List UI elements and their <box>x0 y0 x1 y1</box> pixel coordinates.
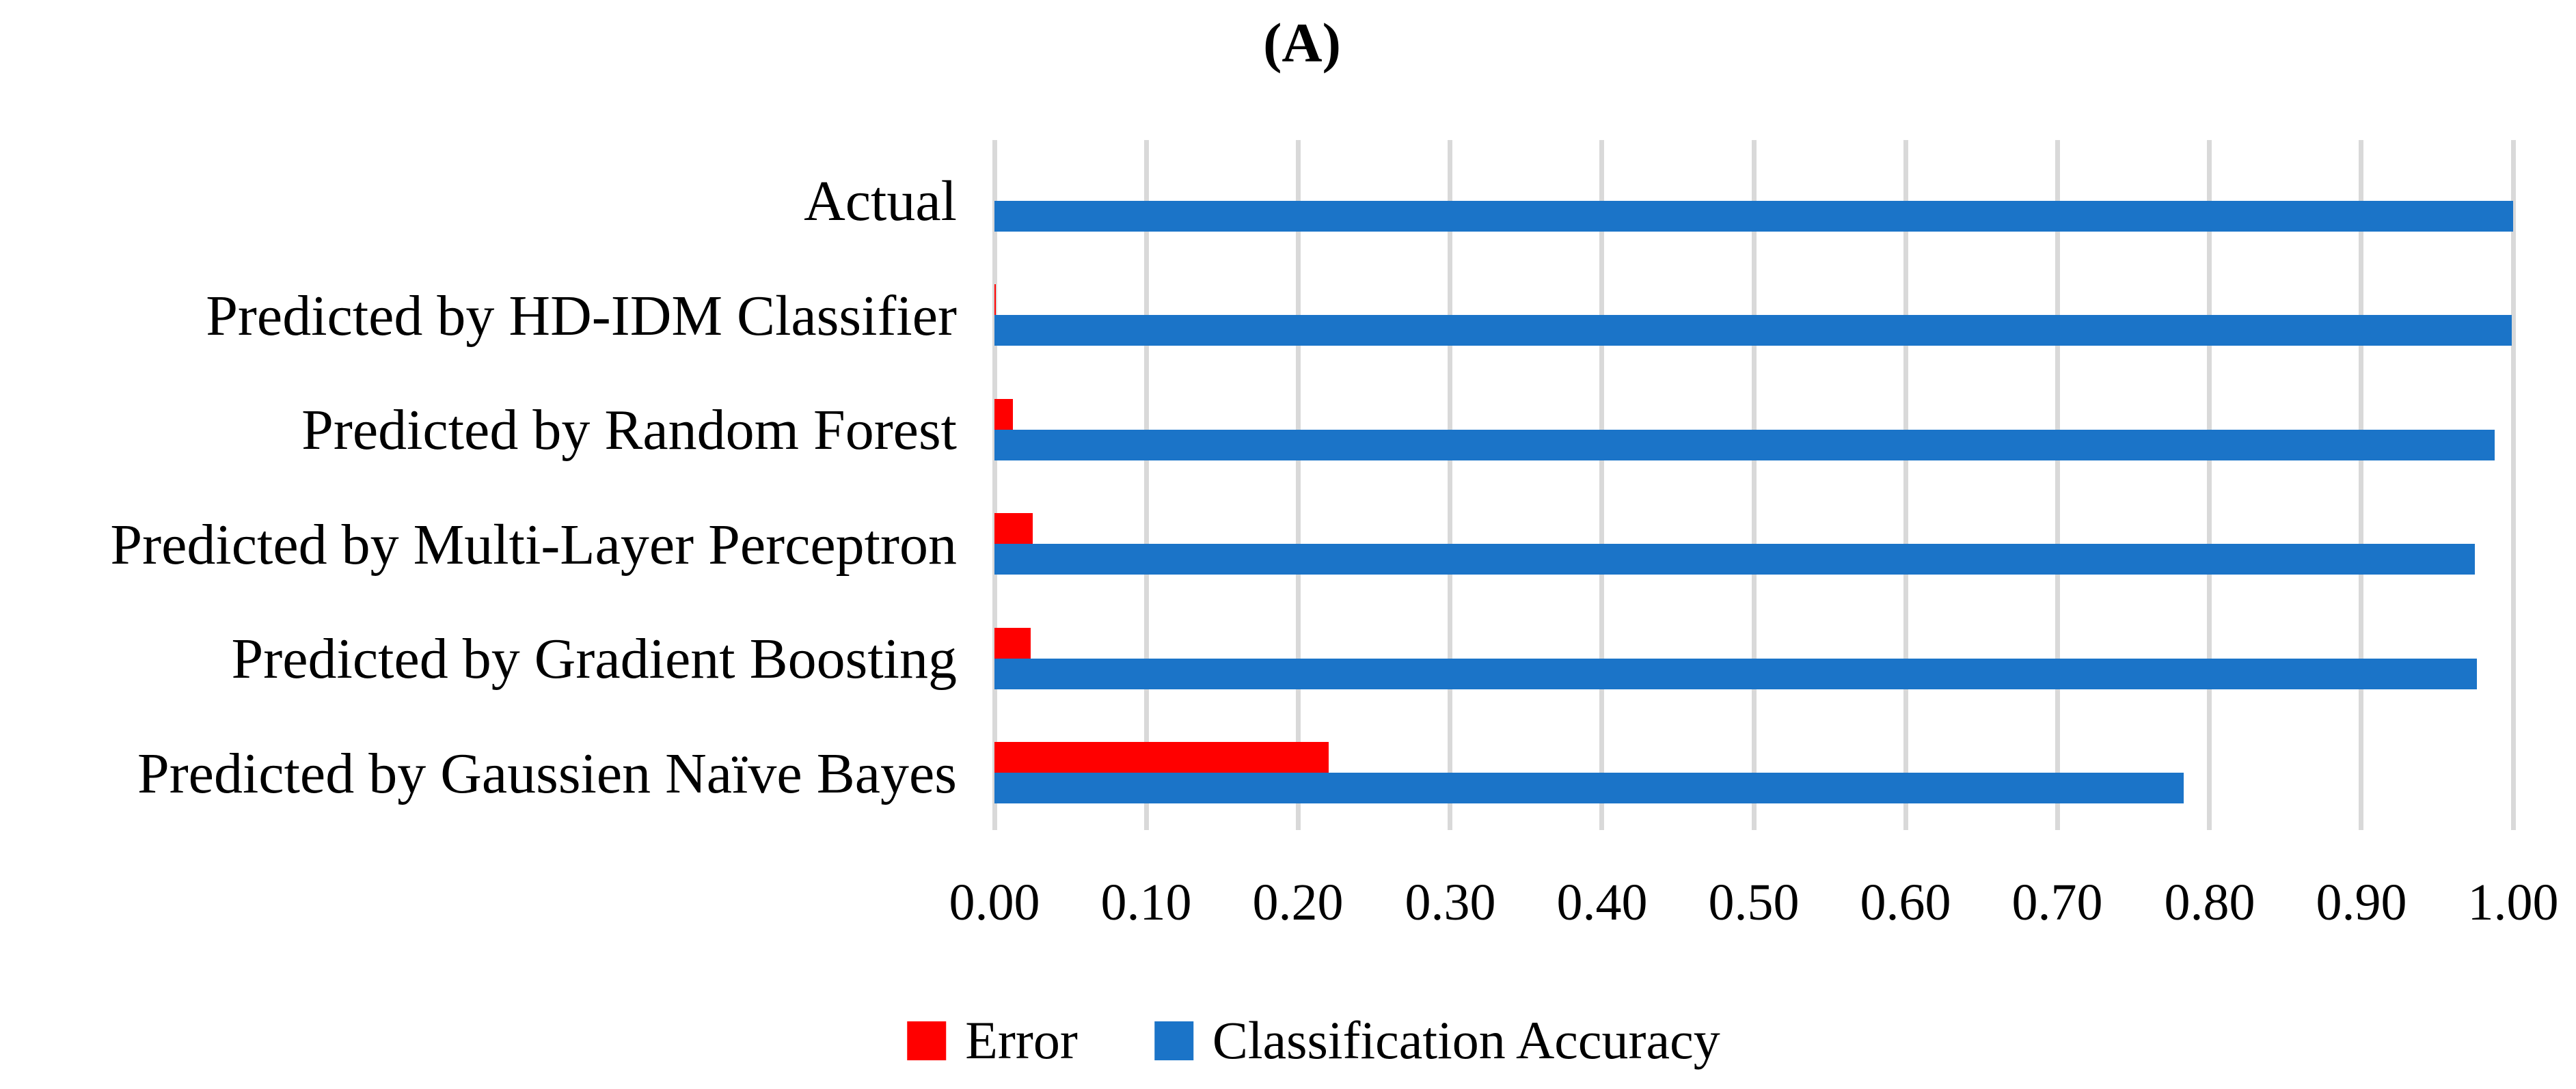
x-tick-label: 0.50 <box>1708 874 1800 931</box>
x-tick-label: 0.40 <box>1556 874 1648 931</box>
x-tick-label: 0.70 <box>2011 874 2103 931</box>
vertical-gridline <box>1296 140 1301 830</box>
vertical-gridline <box>1144 140 1149 830</box>
legend-label: Classification Accuracy <box>1212 1010 1720 1070</box>
vertical-gridline <box>2055 140 2060 830</box>
accuracy-bar <box>994 315 2512 346</box>
accuracy-bar <box>994 773 2184 803</box>
category-label: Actual <box>804 169 957 233</box>
vertical-gridline <box>1752 140 1757 830</box>
vertical-gridline <box>2359 140 2363 830</box>
vertical-gridline <box>1448 140 1452 830</box>
x-tick-label: 0.90 <box>2316 874 2407 931</box>
error-bar <box>994 284 996 315</box>
vertical-gridline <box>992 140 997 830</box>
accuracy-bar <box>994 544 2475 575</box>
vertical-gridline <box>1903 140 1908 830</box>
legend-item-classification-accuracy: Classification Accuracy <box>1154 1010 1720 1071</box>
accuracy-bar <box>994 659 2477 689</box>
legend-swatch-icon <box>907 1021 947 1060</box>
category-label: Predicted by Gaussien Naïve Bayes <box>137 741 957 805</box>
x-tick-label: 0.00 <box>949 874 1040 931</box>
category-label: Predicted by Multi-Layer Perceptron <box>110 512 957 577</box>
accuracy-bar <box>994 430 2495 460</box>
x-tick-label: 0.30 <box>1405 874 1496 931</box>
accuracy-bar <box>994 201 2513 232</box>
error-bar <box>994 628 1031 659</box>
vertical-gridline <box>1599 140 1604 830</box>
x-tick-label: 0.20 <box>1252 874 1344 931</box>
x-tick-label: 0.10 <box>1100 874 1192 931</box>
error-bar <box>994 399 1013 430</box>
x-tick-label: 0.80 <box>2164 874 2255 931</box>
chart-legend: Error Classification Accuracy <box>907 1010 1720 1071</box>
error-bar <box>994 513 1033 544</box>
vertical-gridline <box>2511 140 2516 830</box>
error-bar <box>994 742 1329 773</box>
legend-swatch-icon <box>1154 1021 1193 1060</box>
vertical-gridline <box>2207 140 2212 830</box>
category-label: Predicted by HD-IDM Classifier <box>206 284 957 348</box>
x-tick-label: 0.60 <box>1860 874 1951 931</box>
category-label: Predicted by Gradient Boosting <box>231 626 957 691</box>
legend-item-error: Error <box>907 1010 1078 1071</box>
category-label: Predicted by Random Forest <box>301 398 957 462</box>
x-tick-label: 1.00 <box>2467 874 2559 931</box>
legend-label: Error <box>965 1010 1078 1070</box>
panel-title: (A) <box>1263 12 1341 74</box>
